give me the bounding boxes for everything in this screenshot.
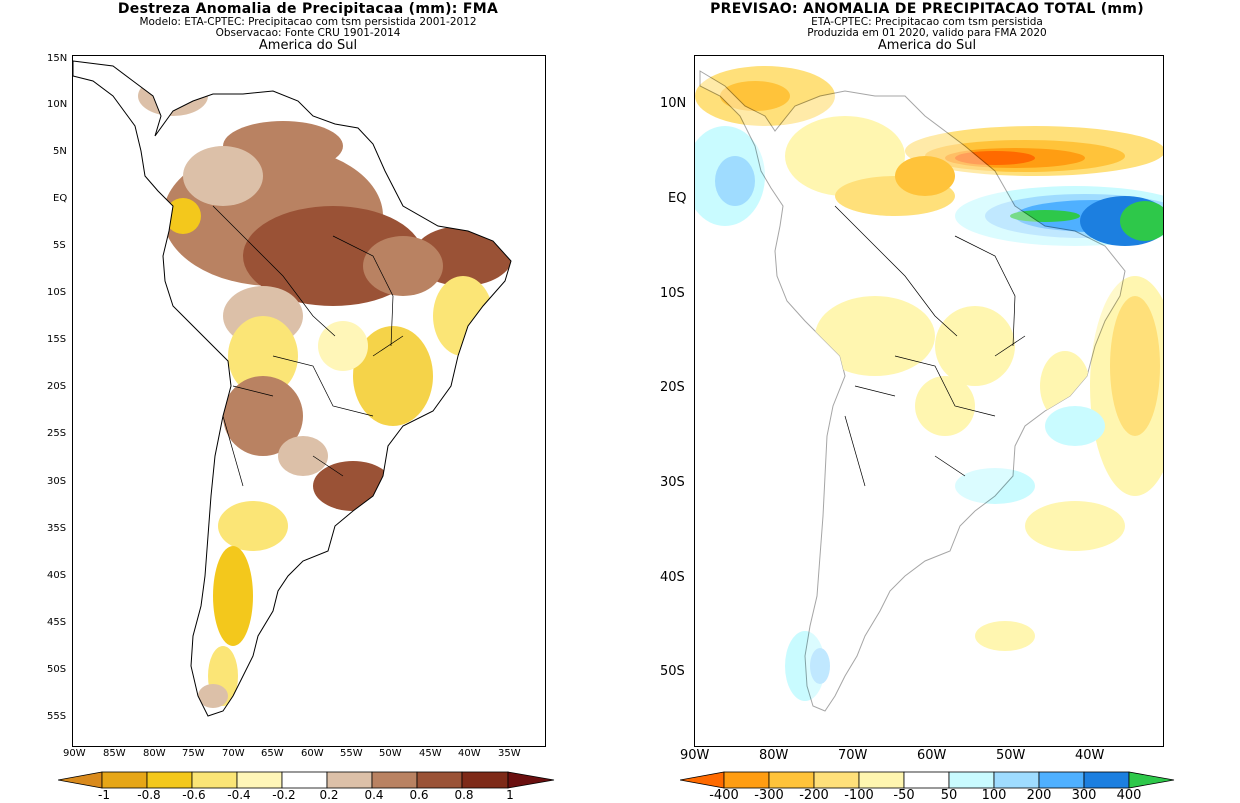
left-region-label: America do Sul bbox=[258, 38, 358, 53]
colorbar-cell bbox=[680, 771, 725, 789]
right-subtitle-produced: Produzida em 01 2020, valido para FMA 20… bbox=[807, 27, 1047, 39]
left-subtitle-model: Modelo: ETA-CPTEC: Precipitacao com tsm … bbox=[139, 16, 477, 28]
colorbar-cell bbox=[461, 771, 509, 789]
colorbar-label: -0.8 bbox=[137, 788, 161, 802]
left-title: Destreza Anomalia de Precipitacaa (mm): … bbox=[117, 1, 499, 17]
lat-label: EQ bbox=[53, 193, 68, 204]
colorbar-label: -400 bbox=[709, 788, 739, 803]
lon-label: 65W bbox=[261, 748, 284, 759]
colorbar-label: -200 bbox=[799, 788, 829, 803]
lon-label: 90W bbox=[680, 748, 710, 763]
colorbar-cell bbox=[858, 771, 905, 789]
colorbar-label: 300 bbox=[1071, 788, 1097, 803]
colorbar-cell bbox=[416, 771, 463, 789]
lon-label: 70W bbox=[838, 748, 868, 763]
lat-label: 10S bbox=[660, 286, 685, 301]
lat-label: 15S bbox=[47, 334, 67, 345]
colorbar-cell bbox=[236, 771, 283, 789]
colorbar-cell bbox=[903, 771, 950, 789]
lon-label: 85W bbox=[103, 748, 126, 759]
colorbar-cell bbox=[326, 771, 373, 789]
left-map-frame bbox=[72, 55, 546, 747]
lat-label: 55S bbox=[47, 711, 67, 722]
lon-label: 70W bbox=[222, 748, 245, 759]
right-region-label: America do Sul bbox=[877, 38, 977, 53]
right-colorbar bbox=[680, 771, 1175, 789]
lon-label: 50W bbox=[379, 748, 402, 759]
colorbar-cell bbox=[1083, 771, 1130, 789]
colorbar-cell bbox=[993, 771, 1040, 789]
lat-label: 20S bbox=[47, 381, 67, 392]
colorbar-label: 1 bbox=[506, 788, 514, 802]
colorbar-label: 200 bbox=[1026, 788, 1052, 803]
lat-label: 40S bbox=[660, 570, 685, 585]
lat-label: 45S bbox=[47, 617, 67, 628]
lon-label: 75W bbox=[182, 748, 205, 759]
colorbar-cell bbox=[1128, 771, 1175, 789]
colorbar-label: -100 bbox=[844, 788, 874, 803]
lon-label: 60W bbox=[917, 748, 947, 763]
lon-label: 40W bbox=[1075, 748, 1105, 763]
colorbar-label: 0.6 bbox=[409, 788, 429, 802]
colorbar-label: -0.6 bbox=[182, 788, 206, 802]
left-map-svg bbox=[73, 60, 512, 717]
lat-label: 15N bbox=[47, 53, 68, 64]
lat-label: 5S bbox=[53, 240, 66, 251]
lon-label: 90W bbox=[63, 748, 86, 759]
colorbar-cell bbox=[58, 771, 103, 789]
colorbar-cell bbox=[948, 771, 995, 789]
lon-label: 80W bbox=[143, 748, 166, 759]
lon-label: 40W bbox=[458, 748, 481, 759]
left-colorbar bbox=[58, 771, 555, 789]
lon-label: 35W bbox=[498, 748, 521, 759]
lat-label: 30S bbox=[47, 476, 67, 487]
lon-label: 55W bbox=[340, 748, 363, 759]
lat-label: 10S bbox=[47, 287, 67, 298]
colorbar-cell bbox=[191, 771, 238, 789]
right-title-block: PREVISAO: ANOMALIA DE PRECIPITACAO TOTAL… bbox=[694, 1, 1160, 53]
lon-label: 80W bbox=[759, 748, 789, 763]
colorbar-cell bbox=[371, 771, 418, 789]
colorbar-label: 0.8 bbox=[454, 788, 474, 802]
colorbar-label: -50 bbox=[893, 788, 915, 803]
colorbar-cell bbox=[768, 771, 815, 789]
colorbar-label: -0.2 bbox=[272, 788, 296, 802]
colorbar-label: -300 bbox=[754, 788, 784, 803]
lat-label: 20S bbox=[660, 380, 685, 395]
lat-label: 50S bbox=[47, 664, 67, 675]
colorbar-cell bbox=[101, 771, 148, 789]
colorbar-label: -1 bbox=[98, 788, 110, 802]
colorbar-cell bbox=[281, 771, 328, 789]
colorbar-label: 50 bbox=[940, 788, 958, 803]
lon-label: 50W bbox=[996, 748, 1026, 763]
lat-label: 35S bbox=[47, 523, 67, 534]
right-title: PREVISAO: ANOMALIA DE PRECIPITACAO TOTAL… bbox=[710, 1, 1144, 17]
colorbar-cell bbox=[1038, 771, 1085, 789]
colorbar-cell bbox=[813, 771, 860, 789]
colorbar-label: 0.4 bbox=[364, 788, 384, 802]
lat-label: 50S bbox=[660, 664, 685, 679]
lat-label: 5N bbox=[53, 146, 67, 157]
colorbar-label: 100 bbox=[981, 788, 1007, 803]
colorbar-label: 400 bbox=[1116, 788, 1142, 803]
colorbar-cell bbox=[507, 771, 555, 789]
lat-label: 10N bbox=[660, 96, 687, 111]
colorbar-cell bbox=[723, 771, 770, 789]
left-title-block: Destreza Anomalia de Precipitacaa (mm): … bbox=[72, 1, 544, 53]
lat-label: 40S bbox=[47, 570, 67, 581]
lat-label: 25S bbox=[47, 428, 67, 439]
lat-label: 30S bbox=[660, 475, 685, 490]
colorbar-cell bbox=[146, 771, 193, 789]
lat-label: EQ bbox=[668, 191, 687, 206]
colorbar-label: -0.4 bbox=[227, 788, 251, 802]
lat-label: 10N bbox=[47, 99, 68, 110]
right-map-frame bbox=[694, 55, 1164, 747]
left-subtitle-observation: Observacao: Fonte CRU 1901-2014 bbox=[215, 27, 401, 39]
lon-label: 60W bbox=[301, 748, 324, 759]
right-subtitle-model: ETA-CPTEC: Precipitacao com tsm persisti… bbox=[811, 16, 1043, 28]
colorbar-label: 0.2 bbox=[319, 788, 339, 802]
lon-label: 45W bbox=[419, 748, 442, 759]
right-map-svg bbox=[695, 56, 1163, 746]
